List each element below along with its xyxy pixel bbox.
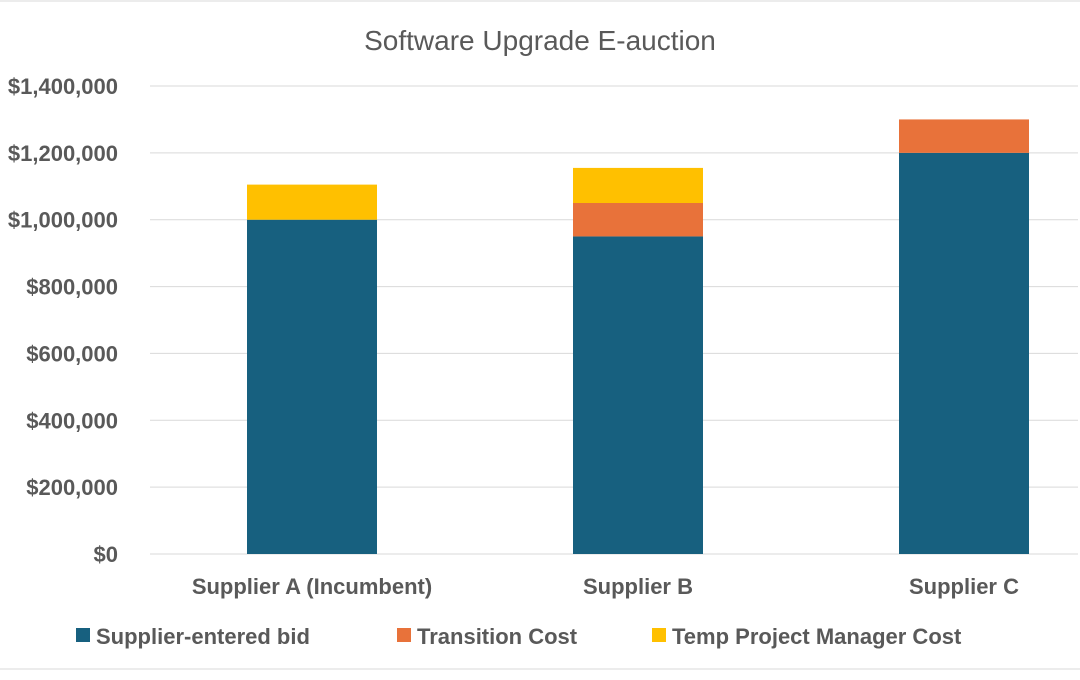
x-tick-label: Supplier A (Incumbent) (192, 574, 432, 599)
x-tick-label: Supplier C (909, 574, 1019, 599)
y-tick-label: $200,000 (26, 475, 118, 500)
bars (247, 119, 1029, 554)
legend-label: Supplier-entered bid (96, 624, 310, 649)
bar-segment (899, 119, 1029, 153)
bar-segment (899, 152, 1029, 554)
legend: Supplier-entered bid Transition Cost Temp … (76, 624, 962, 649)
bar-segment (573, 203, 703, 237)
legend-swatch (76, 628, 90, 642)
y-tick-label: $400,000 (26, 408, 118, 433)
chart-title: Software Upgrade E-auction (364, 25, 716, 56)
y-tick-label: $600,000 (26, 341, 118, 366)
x-tick-label: Supplier B (583, 574, 693, 599)
legend-swatch (397, 628, 411, 642)
y-tick-label: $800,000 (26, 275, 118, 300)
bar-segment (247, 219, 377, 554)
y-axis-tick-labels: $0 $200,000 $400,000 $600,000 $800,000 $1,000… (8, 74, 118, 567)
legend-swatch (652, 628, 666, 642)
x-axis-tick-labels: Supplier A (Incumbent) Supplier B Supplier… (192, 574, 1019, 599)
y-tick-label: $1,400,000 (8, 74, 118, 99)
y-tick-label: $1,000,000 (8, 208, 118, 233)
y-tick-label: $0 (94, 542, 118, 567)
bar-segment (247, 184, 377, 220)
bar-segment (573, 167, 703, 203)
legend-label: Temp Project Manager Cost (672, 624, 962, 649)
legend-label: Transition Cost (417, 624, 578, 649)
bar-segment (573, 236, 703, 554)
y-tick-label: $1,200,000 (8, 141, 118, 166)
